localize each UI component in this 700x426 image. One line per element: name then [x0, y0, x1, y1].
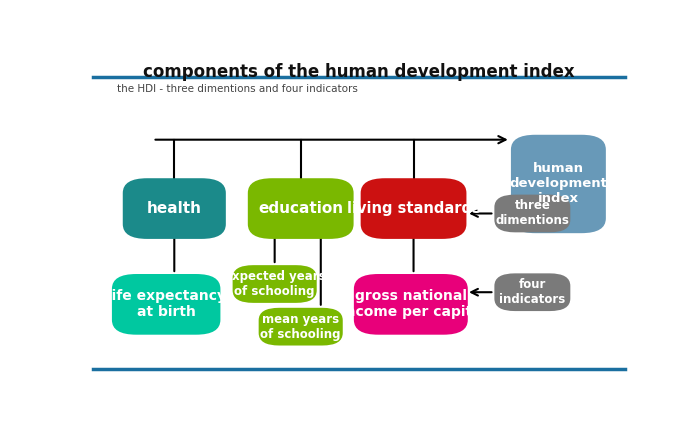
Text: the HDI - three dimentions and four indicators: the HDI - three dimentions and four indi… — [118, 84, 358, 94]
Text: life expectancy
at birth: life expectancy at birth — [106, 289, 225, 320]
FancyBboxPatch shape — [354, 274, 468, 335]
FancyBboxPatch shape — [232, 265, 316, 303]
FancyBboxPatch shape — [112, 274, 220, 335]
Text: gross national
income per capita: gross national income per capita — [340, 289, 481, 320]
FancyBboxPatch shape — [494, 273, 570, 311]
Text: three
dimentions: three dimentions — [496, 199, 569, 227]
Text: expected years
of schooling: expected years of schooling — [224, 270, 326, 298]
FancyBboxPatch shape — [259, 308, 343, 345]
Text: health: health — [147, 201, 202, 216]
Text: living standards: living standards — [346, 201, 480, 216]
Text: education: education — [258, 201, 343, 216]
FancyBboxPatch shape — [248, 178, 354, 239]
Text: components of the human development index: components of the human development inde… — [143, 63, 575, 81]
Text: mean years
of schooling: mean years of schooling — [260, 313, 341, 341]
FancyBboxPatch shape — [122, 178, 226, 239]
FancyBboxPatch shape — [511, 135, 606, 233]
FancyBboxPatch shape — [494, 195, 570, 232]
FancyBboxPatch shape — [360, 178, 466, 239]
Text: human
development
index: human development index — [510, 162, 608, 205]
Text: four
indicators: four indicators — [499, 278, 566, 306]
